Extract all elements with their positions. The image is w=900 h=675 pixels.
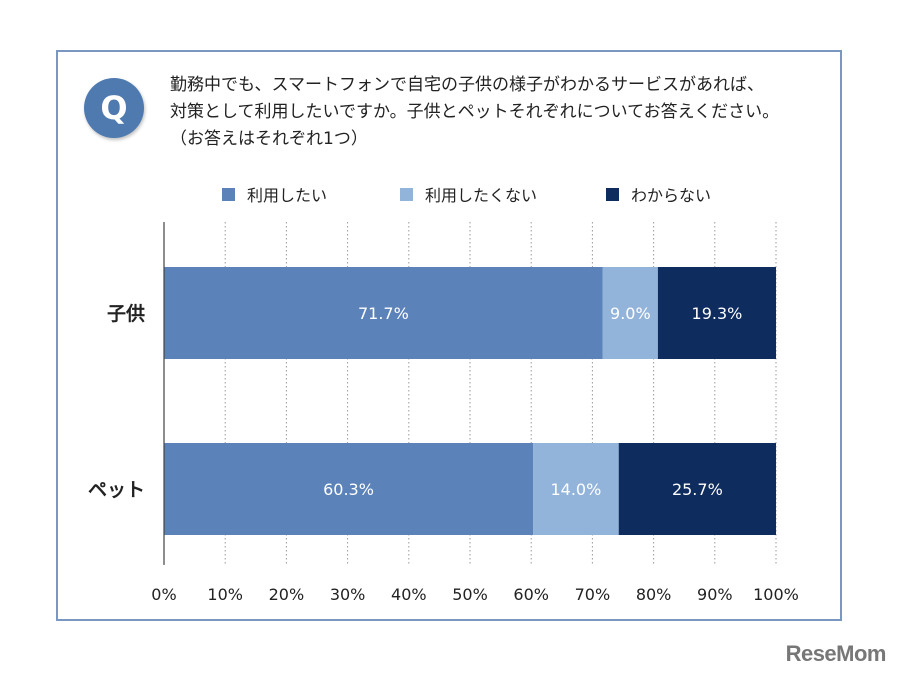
- question-line-2: 対策として利用したいですか。子供とペットそれぞれについてお答えください。: [170, 102, 780, 122]
- data-label: 71.7%: [358, 304, 409, 323]
- category-label: 子供: [107, 302, 145, 325]
- x-tick-label: 30%: [330, 585, 366, 604]
- x-tick-label: 80%: [636, 585, 672, 604]
- question-text: 勤務中でも、スマートフォンで自宅の子供の様子がわかるサービスがあれば、 対策とし…: [170, 72, 830, 153]
- x-tick-label: 100%: [753, 585, 799, 604]
- x-tick-label: 50%: [452, 585, 488, 604]
- x-tick-label: 0%: [151, 585, 176, 604]
- data-label: 9.0%: [610, 304, 651, 323]
- data-label: 25.7%: [672, 480, 723, 499]
- legend-label-unknown: わからない: [631, 186, 712, 205]
- question-badge: Q: [84, 78, 144, 138]
- question-line-3: （お答えはそれぞれ1つ）: [170, 129, 368, 149]
- brand-logo: ReseMom: [785, 641, 887, 666]
- legend-swatch-not-use: [400, 187, 413, 201]
- legend-label-use: 利用したい: [247, 186, 328, 205]
- legend-item-unknown: わからない: [606, 182, 711, 206]
- legend-item-not-use: 利用したくない: [400, 182, 537, 206]
- data-label: 60.3%: [323, 480, 374, 499]
- x-tick-label: 40%: [391, 585, 427, 604]
- legend: 利用したい 利用したくない わからない: [0, 182, 900, 206]
- x-tick-label: 10%: [207, 585, 243, 604]
- data-label: 19.3%: [692, 304, 743, 323]
- bar-segment: [657, 267, 776, 359]
- legend-item-use: 利用したい: [222, 182, 327, 206]
- bar-segment: [618, 443, 776, 535]
- legend-swatch-unknown: [606, 187, 619, 201]
- x-tick-label: 70%: [575, 585, 611, 604]
- category-label: ペット: [88, 479, 145, 501]
- x-tick-label: 90%: [697, 585, 733, 604]
- legend-label-not-use: 利用したくない: [425, 186, 538, 205]
- x-tick-label: 20%: [269, 585, 305, 604]
- data-label: 14.0%: [550, 480, 601, 499]
- bar-segment: [602, 267, 658, 359]
- bar-segment: [533, 443, 619, 535]
- x-tick-label: 60%: [513, 585, 549, 604]
- bar-segment: [164, 267, 603, 359]
- bar-segment: [164, 443, 534, 535]
- question-line-1: 勤務中でも、スマートフォンで自宅の子供の様子がわかるサービスがあれば、: [170, 75, 764, 95]
- legend-swatch-use: [222, 187, 235, 201]
